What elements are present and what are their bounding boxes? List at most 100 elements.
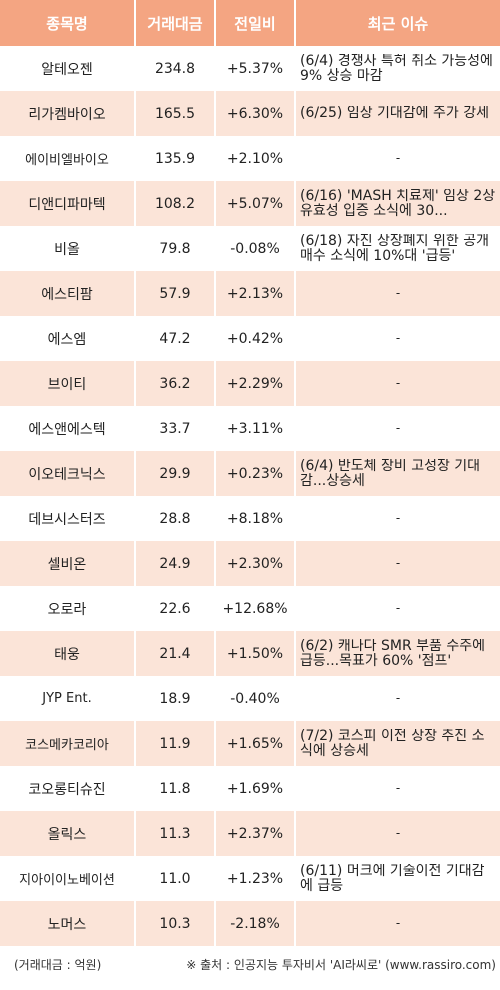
trading-volume: 18.9 bbox=[136, 676, 216, 721]
price-change: -0.40% bbox=[216, 676, 296, 721]
recent-issue-text: - bbox=[395, 601, 401, 615]
trading-volume: 24.9 bbox=[136, 541, 216, 586]
recent-issue: - bbox=[296, 316, 500, 361]
stock-name: 리가켐바이오 bbox=[0, 91, 136, 136]
table-row: 디앤디파마텍 108.2 +5.07% (6/16) 'MASH 치료제' 임상 2상… bbox=[0, 181, 500, 226]
table-row: 올릭스 11.3 +2.37% - bbox=[0, 811, 500, 856]
stock-name: 에이비엘바이오 bbox=[0, 136, 136, 181]
stock-name: 태웅 bbox=[0, 631, 136, 676]
header-name: 종목명 bbox=[0, 0, 136, 46]
recent-issue-text: (6/25) 임상 기대감에 주가 강세 bbox=[300, 106, 489, 121]
recent-issue: - bbox=[296, 811, 500, 856]
recent-issue-text: (6/4) 반도체 장비 고성장 기대감...상승세 bbox=[300, 458, 481, 489]
stock-name: 에스티팜 bbox=[0, 271, 136, 316]
header-issue: 최근 이슈 bbox=[296, 0, 500, 46]
table-row: 에스티팜 57.9 +2.13% - bbox=[0, 271, 500, 316]
table-row: 비올 79.8 -0.08% (6/18) 자진 상장폐지 위한 공개매수 소식에 1… bbox=[0, 226, 500, 271]
table-row: 노머스 10.3 -2.18% - bbox=[0, 901, 500, 946]
header-volume: 거래대금 bbox=[136, 0, 216, 46]
table-body: 알테오젠 234.8 +5.37% (6/4) 경쟁사 특허 취소 가능성에 9% 상… bbox=[0, 46, 500, 946]
recent-issue-text: (6/2) 캐나다 SMR 부품 수주에 급등...목표가 60% '점프' bbox=[300, 638, 485, 669]
table-row: 에이비엘바이오 135.9 +2.10% - bbox=[0, 136, 500, 181]
table-header: 종목명 거래대금 전일비 최근 이슈 bbox=[0, 0, 500, 46]
trading-volume: 135.9 bbox=[136, 136, 216, 181]
trading-volume: 28.8 bbox=[136, 496, 216, 541]
price-change: +1.69% bbox=[216, 766, 296, 811]
recent-issue: - bbox=[296, 901, 500, 946]
trading-volume: 11.0 bbox=[136, 856, 216, 901]
recent-issue-text: - bbox=[395, 286, 401, 300]
recent-issue-text: - bbox=[395, 691, 401, 705]
stock-name: 에스엠 bbox=[0, 316, 136, 361]
unit-note: (거래대금 : 억원) bbox=[14, 957, 102, 972]
recent-issue: - bbox=[296, 406, 500, 451]
recent-issue: - bbox=[296, 496, 500, 541]
table-row: 브이티 36.2 +2.29% - bbox=[0, 361, 500, 406]
price-change: +0.23% bbox=[216, 451, 296, 496]
recent-issue: (6/4) 반도체 장비 고성장 기대감...상승세 bbox=[296, 451, 500, 496]
recent-issue: - bbox=[296, 136, 500, 181]
table-row: 지아이이노베이션 11.0 +1.23% (6/11) 머크에 기술이전 기대감에 급… bbox=[0, 856, 500, 901]
trading-volume: 165.5 bbox=[136, 91, 216, 136]
price-change: +5.37% bbox=[216, 46, 296, 91]
table-row: 태웅 21.4 +1.50% (6/2) 캐나다 SMR 부품 수주에 급등...목표… bbox=[0, 631, 500, 676]
trading-volume: 22.6 bbox=[136, 586, 216, 631]
table-row: 셀비온 24.9 +2.30% - bbox=[0, 541, 500, 586]
recent-issue-text: - bbox=[395, 826, 401, 840]
stock-name: 오로라 bbox=[0, 586, 136, 631]
recent-issue-text: - bbox=[395, 556, 401, 570]
trading-volume: 33.7 bbox=[136, 406, 216, 451]
price-change: +6.30% bbox=[216, 91, 296, 136]
recent-issue: (6/18) 자진 상장폐지 위한 공개매수 소식에 10%대 '급등' bbox=[296, 226, 500, 271]
price-change: +2.13% bbox=[216, 271, 296, 316]
table-row: 리가켐바이오 165.5 +6.30% (6/25) 임상 기대감에 주가 강세 bbox=[0, 91, 500, 136]
price-change: +12.68% bbox=[216, 586, 296, 631]
price-change: +2.10% bbox=[216, 136, 296, 181]
price-change: -2.18% bbox=[216, 901, 296, 946]
trading-volume: 11.3 bbox=[136, 811, 216, 856]
recent-issue-text: - bbox=[395, 511, 401, 525]
recent-issue: - bbox=[296, 541, 500, 586]
recent-issue: (6/11) 머크에 기술이전 기대감에 급등 bbox=[296, 856, 500, 901]
trading-volume: 21.4 bbox=[136, 631, 216, 676]
table-row: 코오롱티슈진 11.8 +1.69% - bbox=[0, 766, 500, 811]
trading-volume: 36.2 bbox=[136, 361, 216, 406]
recent-issue: (6/25) 임상 기대감에 주가 강세 bbox=[296, 91, 500, 136]
stock-name: 데브시스터즈 bbox=[0, 496, 136, 541]
trading-volume: 57.9 bbox=[136, 271, 216, 316]
stock-name: 노머스 bbox=[0, 901, 136, 946]
table-row: 알테오젠 234.8 +5.37% (6/4) 경쟁사 특허 취소 가능성에 9% 상… bbox=[0, 46, 500, 91]
recent-issue: (7/2) 코스피 이전 상장 추진 소식에 상승세 bbox=[296, 721, 500, 766]
price-change: +1.23% bbox=[216, 856, 296, 901]
recent-issue: (6/2) 캐나다 SMR 부품 수주에 급등...목표가 60% '점프' bbox=[296, 631, 500, 676]
price-change: +2.37% bbox=[216, 811, 296, 856]
recent-issue: - bbox=[296, 361, 500, 406]
trading-volume: 234.8 bbox=[136, 46, 216, 91]
price-change: +0.42% bbox=[216, 316, 296, 361]
table-row: 데브시스터즈 28.8 +8.18% - bbox=[0, 496, 500, 541]
stock-name: 코오롱티슈진 bbox=[0, 766, 136, 811]
price-change: +5.07% bbox=[216, 181, 296, 226]
recent-issue-text: (6/4) 경쟁사 특허 취소 가능성에 9% 상승 마감 bbox=[300, 53, 493, 84]
stock-name: 비올 bbox=[0, 226, 136, 271]
price-change: +1.65% bbox=[216, 721, 296, 766]
price-change: +2.29% bbox=[216, 361, 296, 406]
price-change: -0.08% bbox=[216, 226, 296, 271]
table-row: 오로라 22.6 +12.68% - bbox=[0, 586, 500, 631]
stock-name: JYP Ent. bbox=[0, 676, 136, 721]
trading-volume: 10.3 bbox=[136, 901, 216, 946]
trading-volume: 79.8 bbox=[136, 226, 216, 271]
recent-issue: - bbox=[296, 766, 500, 811]
stock-name: 에스앤에스텍 bbox=[0, 406, 136, 451]
trading-volume: 108.2 bbox=[136, 181, 216, 226]
table-footer: (거래대금 : 억원) ※ 출처 : 인공지능 투자비서 'AI라씨로' (ww… bbox=[0, 946, 500, 982]
recent-issue-text: (6/11) 머크에 기술이전 기대감에 급등 bbox=[300, 863, 485, 894]
table-row: 코스메카코리아 11.9 +1.65% (7/2) 코스피 이전 상장 추진 소식에 … bbox=[0, 721, 500, 766]
stock-name: 브이티 bbox=[0, 361, 136, 406]
trading-volume: 11.9 bbox=[136, 721, 216, 766]
recent-issue: - bbox=[296, 586, 500, 631]
recent-issue-text: - bbox=[395, 421, 401, 435]
recent-issue: (6/4) 경쟁사 특허 취소 가능성에 9% 상승 마감 bbox=[296, 46, 500, 91]
source-note: ※ 출처 : 인공지능 투자비서 'AI라씨로' (www.rassiro.co… bbox=[186, 957, 496, 972]
table-row: JYP Ent. 18.9 -0.40% - bbox=[0, 676, 500, 721]
